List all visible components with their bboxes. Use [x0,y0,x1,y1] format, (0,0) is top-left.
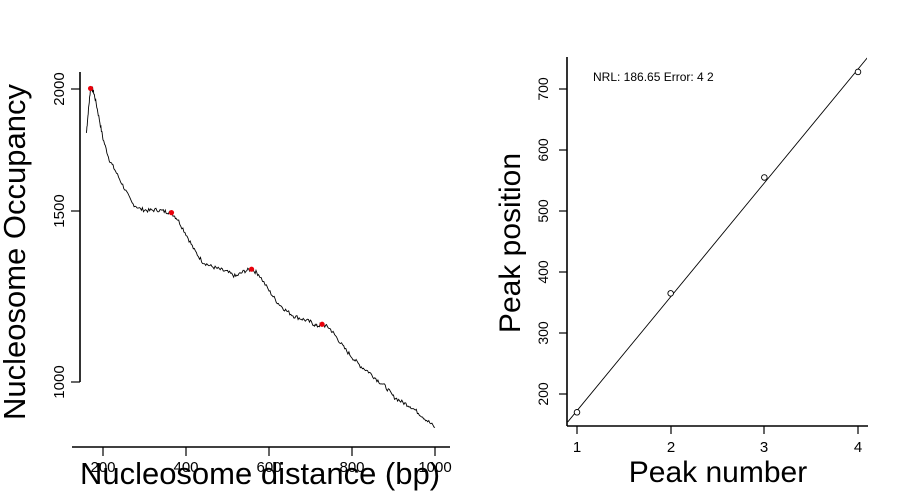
x-tick-label-1000: 1000 [418,459,451,476]
right-y-ticks: 200 300 400 500 600 700 [535,77,567,406]
y-tick-label-1500: 1500 [51,194,68,227]
x-tick-label-2: 2 [667,439,675,456]
x-tick-label-800: 800 [339,459,364,476]
peak-marker [248,266,255,272]
nrl-annotation: NRL: 186.65 Error: 4 2 [593,70,714,84]
left-x-axis-label: Nucleosome distance (bp) [80,456,440,491]
y-tick-label-1000: 1000 [51,365,68,398]
y-tick-label-2000: 2000 [51,72,68,105]
peak-marker [87,85,94,92]
right-y-axis-label: Peak position [494,153,527,333]
peak-point [761,174,768,181]
peak-point [854,68,862,76]
left-x-ticks: 200 400 600 800 1000 [90,447,452,476]
peak-marker [168,210,175,216]
left-y-axis-label: Nucleosome Occupancy [0,84,32,420]
right-x-axis-label: Peak number [629,456,807,489]
x-tick-label-1: 1 [573,439,581,456]
y-tick-label-200: 200 [535,382,551,406]
peak-markers [87,85,325,327]
peak-point [573,409,581,416]
right-x-ticks: 1 2 3 4 [573,426,862,456]
x-tick-label-600: 600 [256,459,281,476]
y-tick-label-700: 700 [535,77,551,101]
peak-fit-chart: 200 300 400 500 600 700 1 2 3 4 NRL: 186… [494,57,868,489]
y-tick-label-600: 600 [535,138,551,162]
peak-points [573,68,862,416]
occupancy-chart: 1000 1500 2000 200 400 600 800 1000 Nucl… [0,72,452,491]
y-tick-label-400: 400 [535,260,551,284]
peak-marker [319,321,325,327]
y-tick-label-300: 300 [535,321,551,345]
y-tick-label-500: 500 [535,199,551,223]
x-tick-label-4: 4 [854,439,862,456]
x-tick-label-3: 3 [760,439,768,456]
x-tick-label-200: 200 [90,459,115,476]
peak-point [667,290,674,297]
left-y-ticks: 1000 1500 2000 [51,72,80,399]
regression-line [567,57,867,423]
x-tick-label-400: 400 [173,459,198,476]
occupancy-curve [85,86,436,428]
